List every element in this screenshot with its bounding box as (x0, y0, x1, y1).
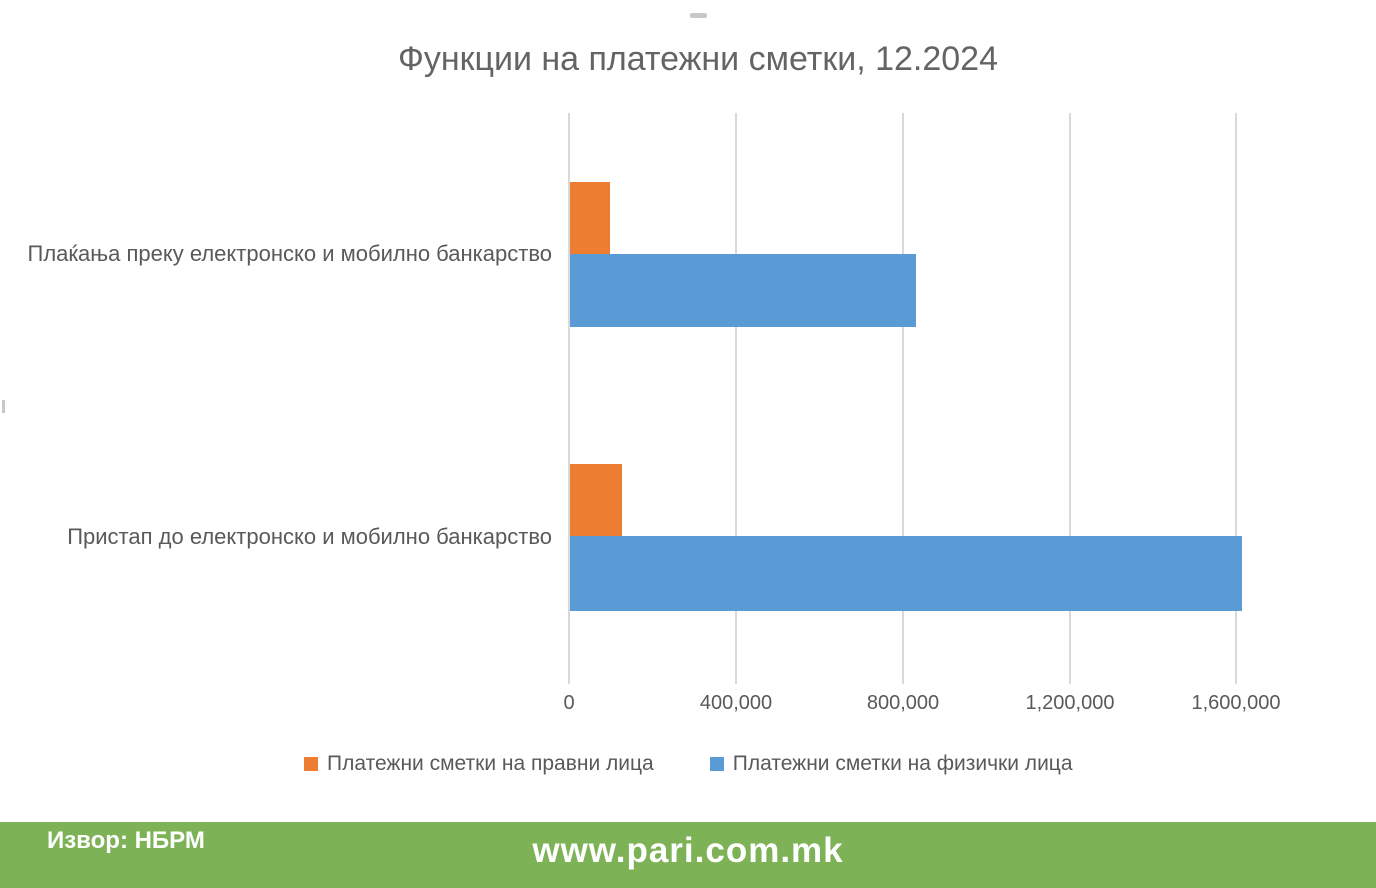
gridline-1600000 (1235, 113, 1237, 684)
bar-pravni-lica-pristap (570, 464, 622, 536)
chart-legend: Платежни сметки на правни лица Платежни … (304, 752, 1073, 776)
legend-item-pravni-lica: Платежни сметки на правни лица (304, 752, 654, 776)
bar-pravni-lica-plakanja (570, 182, 610, 254)
gridline-0 (568, 113, 570, 684)
legend-swatch-orange-icon (304, 757, 318, 771)
category-label-pristap: Пристап до електронско и мобилно банкарс… (67, 524, 552, 549)
legend-label-fizicki-lica: Платежни сметки на физички лица (732, 752, 1073, 775)
gridline-800000 (902, 113, 904, 684)
footer-source-label: Извор: НБРМ (47, 827, 205, 854)
footer-bar: Извор: НБРМ www.pari.com.mk (0, 822, 1376, 888)
x-tick-1600000: 1,600,000 (1191, 692, 1281, 714)
x-tick-800000: 800,000 (866, 692, 940, 714)
x-tick-0: 0 (563, 692, 575, 714)
x-tick-400000: 400,000 (699, 692, 773, 714)
x-tick-1200000: 1,200,000 (1025, 692, 1115, 714)
legend-item-fizicki-lica: Платежни сметки на физички лица (709, 752, 1073, 776)
legend-swatch-blue-icon (709, 757, 724, 771)
gridline-400000 (735, 113, 737, 684)
chart-title: Функции на платежни сметки, 12.2024 (397, 40, 998, 78)
footer-website: www.pari.com.mk (532, 831, 844, 870)
artifact-mark-top (690, 13, 707, 18)
bar-fizicki-lica-pristap (570, 536, 1242, 611)
category-label-plakanja: Плаќања преку електронско и мобилно банк… (27, 241, 553, 266)
gridline-1200000 (1069, 113, 1071, 684)
artifact-mark-left (2, 400, 5, 413)
bar-fizicki-lica-plakanja (570, 254, 916, 327)
legend-label-pravni-lica: Платежни сметки на правни лица (327, 752, 654, 775)
